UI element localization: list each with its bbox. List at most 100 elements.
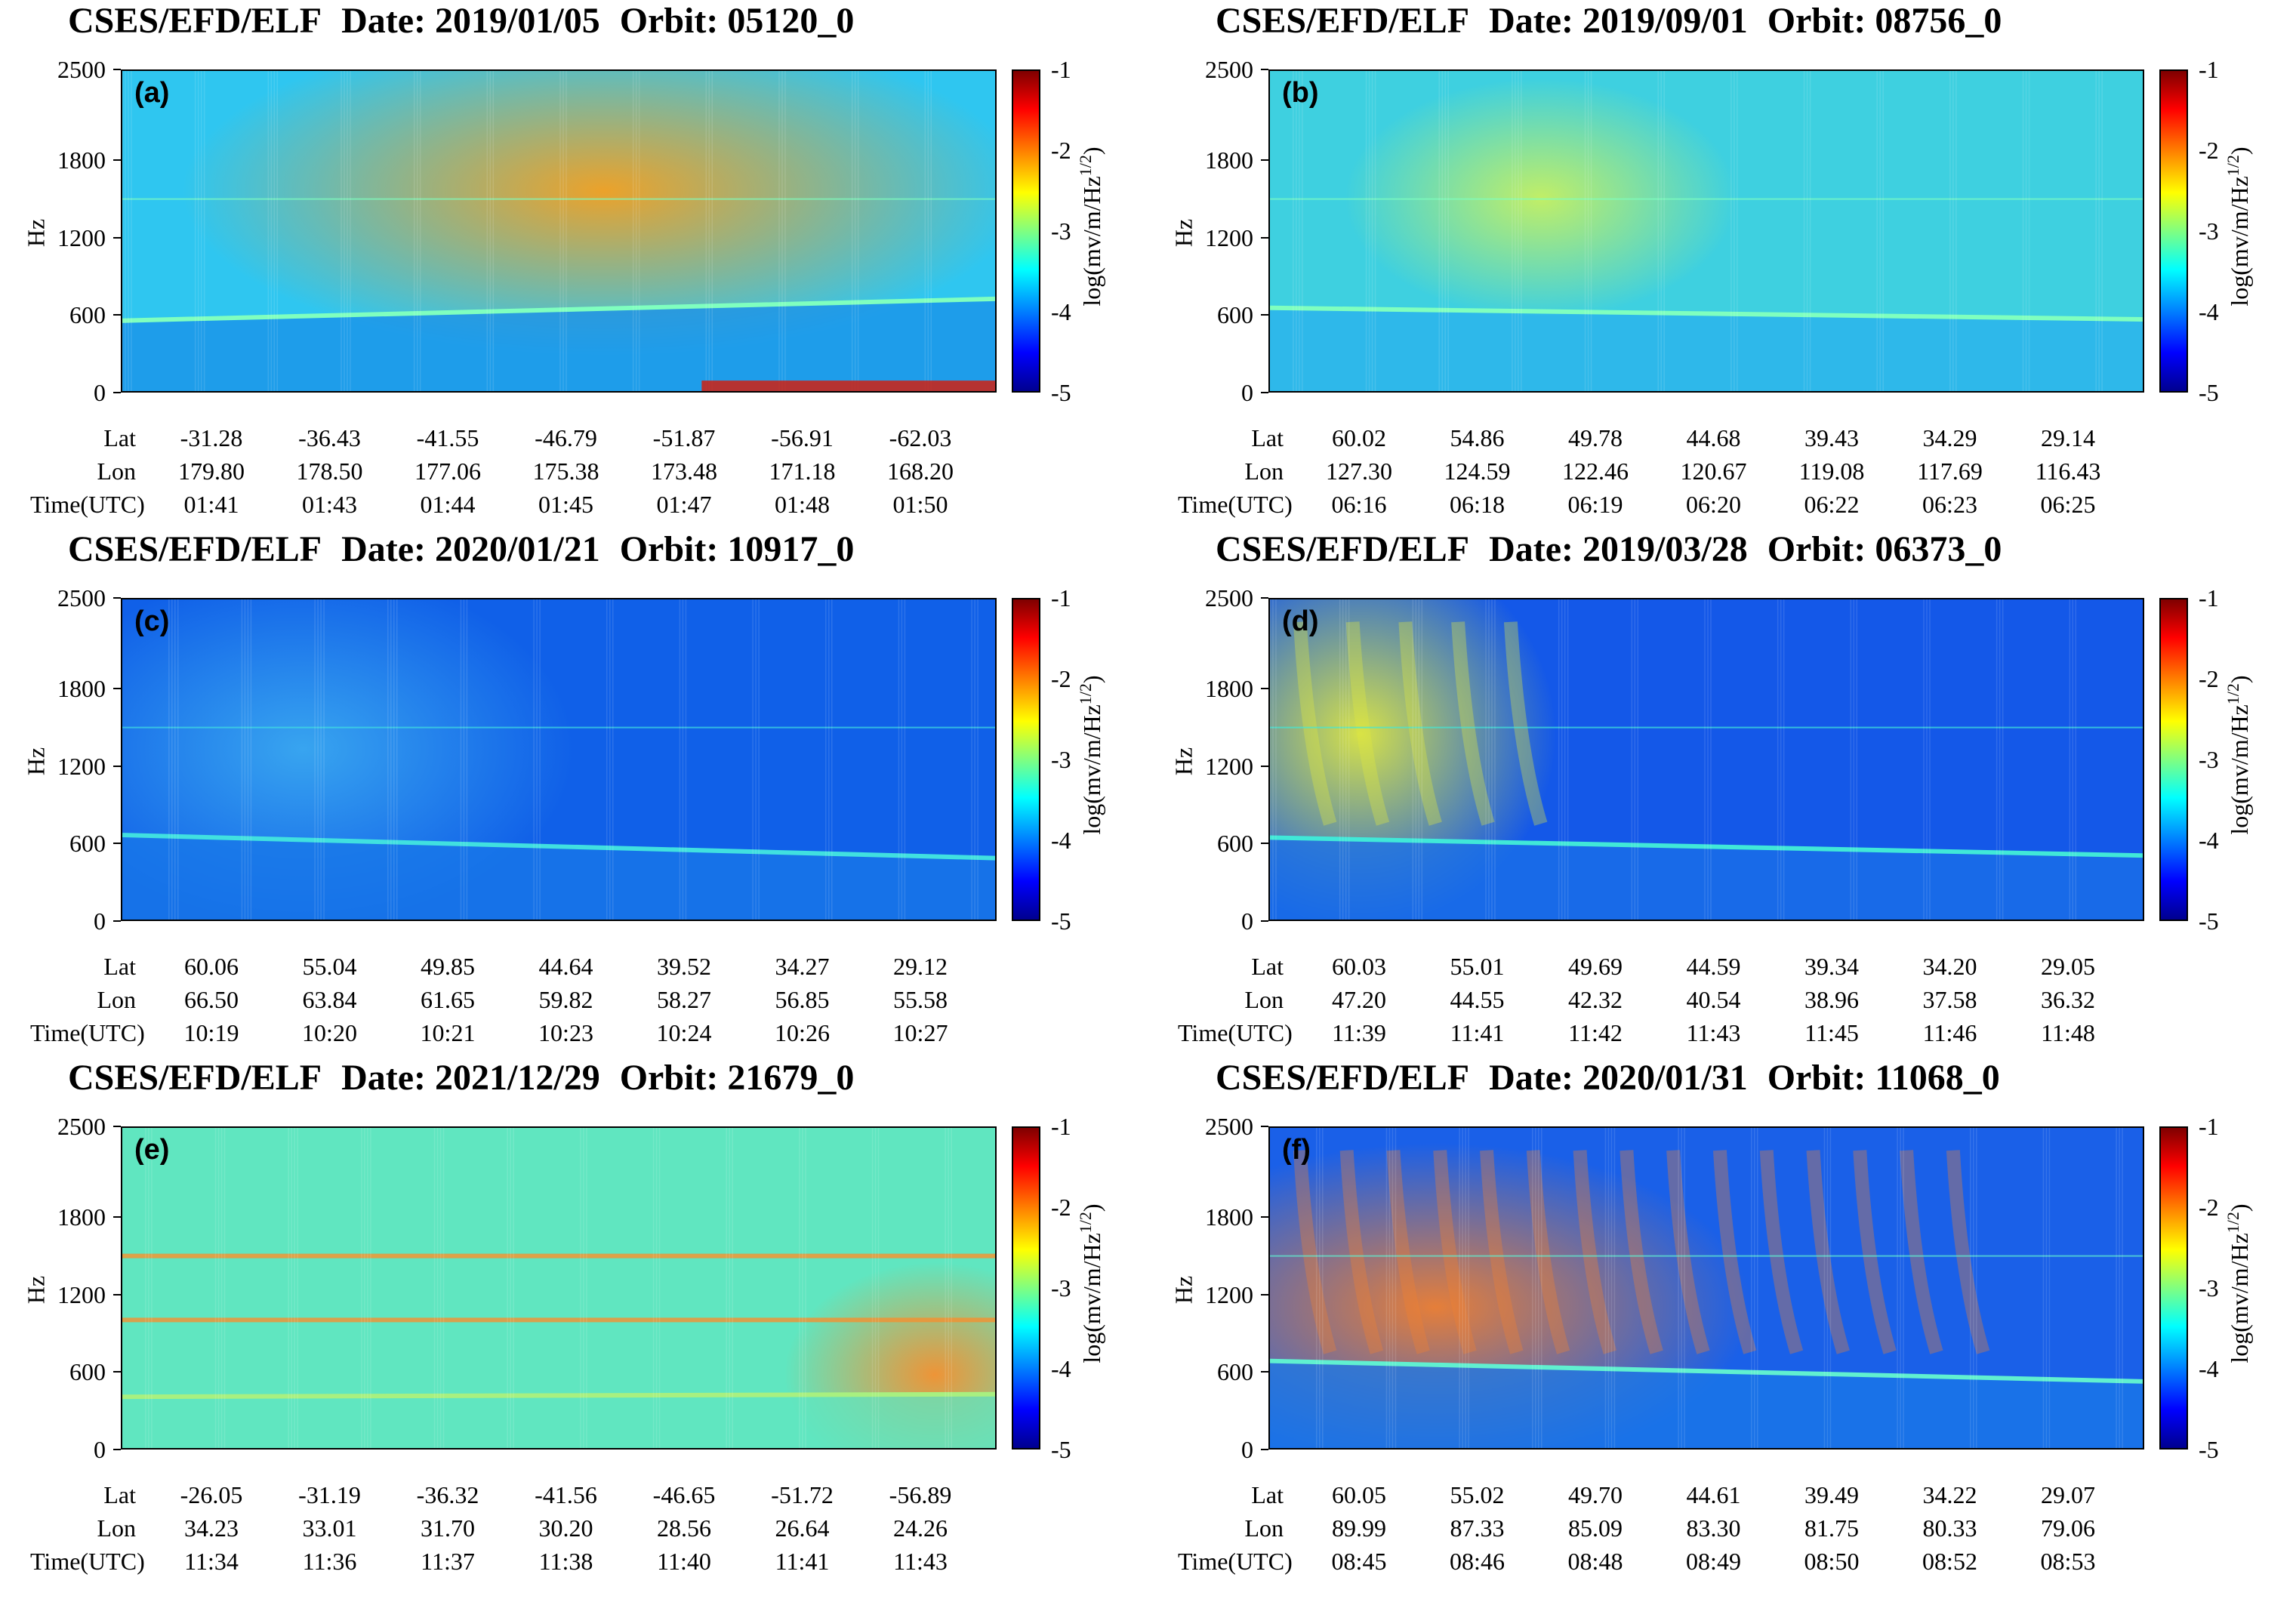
x-value-lon: 47.20 — [1332, 986, 1386, 1013]
y-tick-mark — [1261, 597, 1268, 599]
x-row-lon: Lon 127.30 124.59 122.46 120.67 119.08 117.69 1… — [1148, 456, 2144, 486]
x-value-lon: 127.30 — [1326, 458, 1392, 485]
x-value-lon: 36.32 — [2041, 986, 2095, 1013]
y-tick-label: 1800 — [57, 674, 106, 702]
panel-title: CSES/EFD/ELF Date: 2020/01/21 Orbit: 10917… — [68, 527, 874, 572]
x-row-header: Lat — [103, 424, 136, 451]
x-row-time: Time(UTC) 11:34 11:36 11:37 11:38 11:40 11:41 1… — [0, 1546, 997, 1576]
x-value-lon: 34.23 — [184, 1514, 239, 1542]
x-value-lon: 24.26 — [893, 1514, 948, 1542]
x-value-lon: 83.30 — [1686, 1514, 1741, 1542]
x-row-lon: Lon 34.23 33.01 31.70 30.20 28.56 26.64 24.26 — [0, 1513, 997, 1543]
whistler-streak — [1526, 1150, 1570, 1354]
colorbar-tick-label: -5 — [1051, 907, 1071, 935]
y-tick-label: 2500 — [1205, 1113, 1253, 1140]
y-tick-label: 2500 — [1205, 56, 1253, 83]
x-value-time: 01:48 — [775, 491, 830, 518]
date-title: Date: 2020/01/31 — [1489, 1058, 1748, 1098]
cutoff-frequency-line — [122, 833, 995, 861]
x-value-lon: 38.96 — [1804, 986, 1859, 1013]
x-value-time: 06:19 — [1567, 491, 1623, 518]
whistler-streak — [1339, 1150, 1384, 1354]
x-value-time: 10:26 — [775, 1019, 830, 1046]
x-value-time: 01:41 — [183, 491, 239, 518]
colorbar-label-exponent: 1/2 — [2224, 683, 2243, 705]
x-value-lon: 80.33 — [1922, 1514, 1977, 1542]
x-row-header: Lon — [1244, 1514, 1284, 1542]
x-row-lat: Lat 60.06 55.04 49.85 44.64 39.52 34.27 29.12 — [0, 951, 997, 981]
y-tick-mark — [1261, 159, 1268, 161]
spectrogram-plot: (b) — [1268, 69, 2144, 393]
x-value-lat: -31.19 — [298, 1481, 361, 1508]
y-tick-mark — [1261, 687, 1268, 689]
x-value-lat: -56.91 — [771, 424, 834, 451]
x-row-header: Lat — [103, 1481, 136, 1508]
x-value-lon: 178.50 — [296, 458, 363, 485]
x-value-lon: 28.56 — [657, 1514, 711, 1542]
low-frequency-burst — [701, 380, 995, 391]
x-value-lat: 29.12 — [893, 953, 948, 980]
panel-label: (e) — [134, 1134, 170, 1166]
y-tick-mark — [113, 392, 121, 393]
x-value-time: 01:44 — [420, 491, 476, 518]
x-value-time: 01:43 — [302, 491, 357, 518]
y-tick-mark — [113, 1215, 121, 1218]
spectrogram-svg — [122, 71, 995, 391]
colorbar — [2159, 598, 2188, 921]
x-row-header: Lat — [1251, 424, 1284, 451]
colorbar-tick-label: -2 — [2199, 137, 2219, 164]
colorbar-tick-label: -1 — [1051, 56, 1071, 83]
colorbar-tick-label: -4 — [2199, 1355, 2219, 1382]
x-value-lon: 87.33 — [1450, 1514, 1505, 1542]
y-tick-label: 0 — [1241, 1436, 1253, 1463]
x-value-time: 11:41 — [1450, 1019, 1505, 1046]
x-value-lat: -56.89 — [889, 1481, 952, 1508]
panel-label: (f) — [1282, 1134, 1311, 1166]
y-tick-label: 1800 — [57, 1203, 106, 1231]
x-value-lon: 122.46 — [1562, 458, 1629, 485]
instrument-title: CSES/EFD/ELF — [68, 1, 322, 41]
colorbar-tick-label: -5 — [2199, 907, 2219, 935]
x-row-header: Lon — [97, 458, 136, 485]
colorbar-label: log(mv/m/Hz1/2) — [2224, 91, 2254, 362]
y-tick-label: 1800 — [1205, 674, 1253, 702]
cutoff-frequency-line — [1270, 305, 2143, 322]
cutoff-frequency-line — [122, 1391, 995, 1400]
x-value-lon: 66.50 — [184, 986, 239, 1013]
x-value-time: 06:18 — [1450, 491, 1505, 518]
y-tick-label: 0 — [94, 379, 106, 406]
panel-d: CSES/EFD/ELF Date: 2019/03/28 Orbit: 06373… — [1148, 528, 2295, 1057]
instrument-title: CSES/EFD/ELF — [1216, 529, 1470, 569]
whistler-streak — [1712, 1150, 1757, 1354]
x-row-time: Time(UTC) 06:16 06:18 06:19 06:20 06:22 06:23 0… — [1148, 489, 2144, 519]
x-value-lat: 55.04 — [302, 953, 357, 980]
whistler-streak — [1451, 621, 1495, 826]
colorbar-tick-label: -1 — [2199, 1113, 2219, 1140]
x-value-lat: 34.20 — [1922, 953, 1977, 980]
x-row-lat: Lat -26.05 -31.19 -36.32 -41.56 -46.65 -51.72 -… — [0, 1480, 997, 1510]
x-value-time: 11:34 — [184, 1548, 239, 1575]
x-value-lat: -51.87 — [652, 424, 716, 451]
panel-title: CSES/EFD/ELF Date: 2019/01/05 Orbit: 05120… — [68, 0, 874, 44]
colorbar-tick-label: -4 — [2199, 827, 2219, 854]
instrument-title: CSES/EFD/ELF — [68, 529, 322, 569]
y-tick-mark — [1261, 1293, 1268, 1296]
spectrogram-plot: (d) — [1268, 598, 2144, 921]
x-row-header: Lon — [1244, 458, 1284, 485]
x-value-lon: 173.48 — [651, 458, 717, 485]
whistler-streak — [1503, 621, 1548, 826]
x-value-lat: 54.86 — [1450, 424, 1505, 451]
whistler-streak — [1386, 1150, 1430, 1354]
cutoff-frequency-line — [122, 296, 995, 323]
y-tick-label: 1200 — [57, 223, 106, 251]
panel-title: CSES/EFD/ELF Date: 2020/01/31 Orbit: 11068… — [1216, 1055, 2020, 1101]
x-value-time: 11:37 — [421, 1548, 475, 1575]
y-tick-label: 1200 — [57, 1280, 106, 1308]
x-value-lat: 34.22 — [1922, 1481, 1977, 1508]
y-tick-label: 2500 — [1205, 584, 1253, 612]
colorbar-label-exponent: 1/2 — [1076, 1212, 1096, 1234]
colorbar-tick-label: -1 — [2199, 56, 2219, 83]
x-value-lon: 42.32 — [1568, 986, 1623, 1013]
x-value-lat: -62.03 — [889, 424, 952, 451]
x-row-header: Time(UTC) — [1178, 491, 1293, 518]
